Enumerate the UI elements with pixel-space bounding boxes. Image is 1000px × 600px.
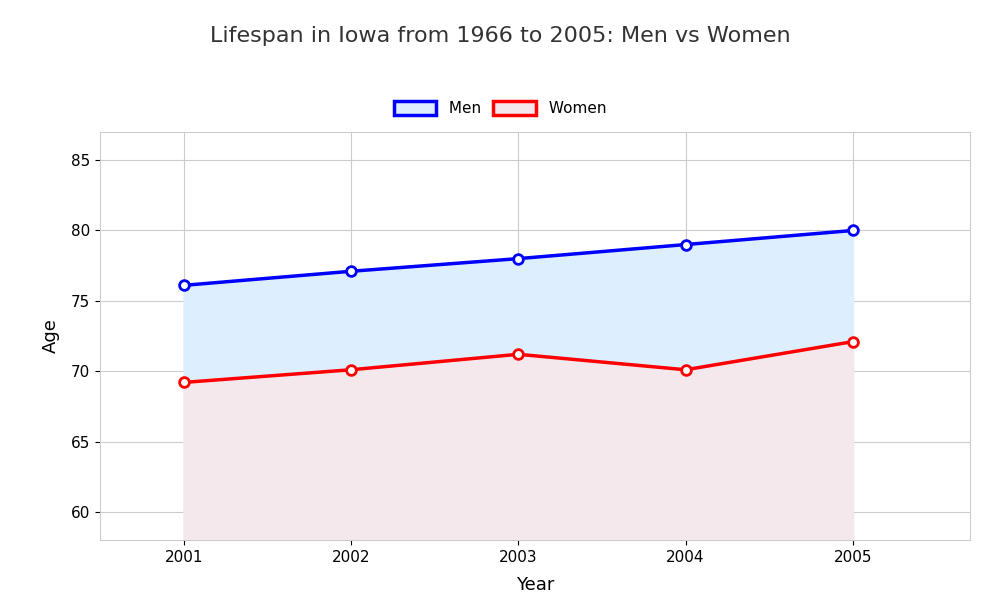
Y-axis label: Age: Age xyxy=(42,319,60,353)
Text: Lifespan in Iowa from 1966 to 2005: Men vs Women: Lifespan in Iowa from 1966 to 2005: Men … xyxy=(210,26,790,46)
Legend:  Men,  Women: Men, Women xyxy=(388,95,612,122)
X-axis label: Year: Year xyxy=(516,576,554,594)
